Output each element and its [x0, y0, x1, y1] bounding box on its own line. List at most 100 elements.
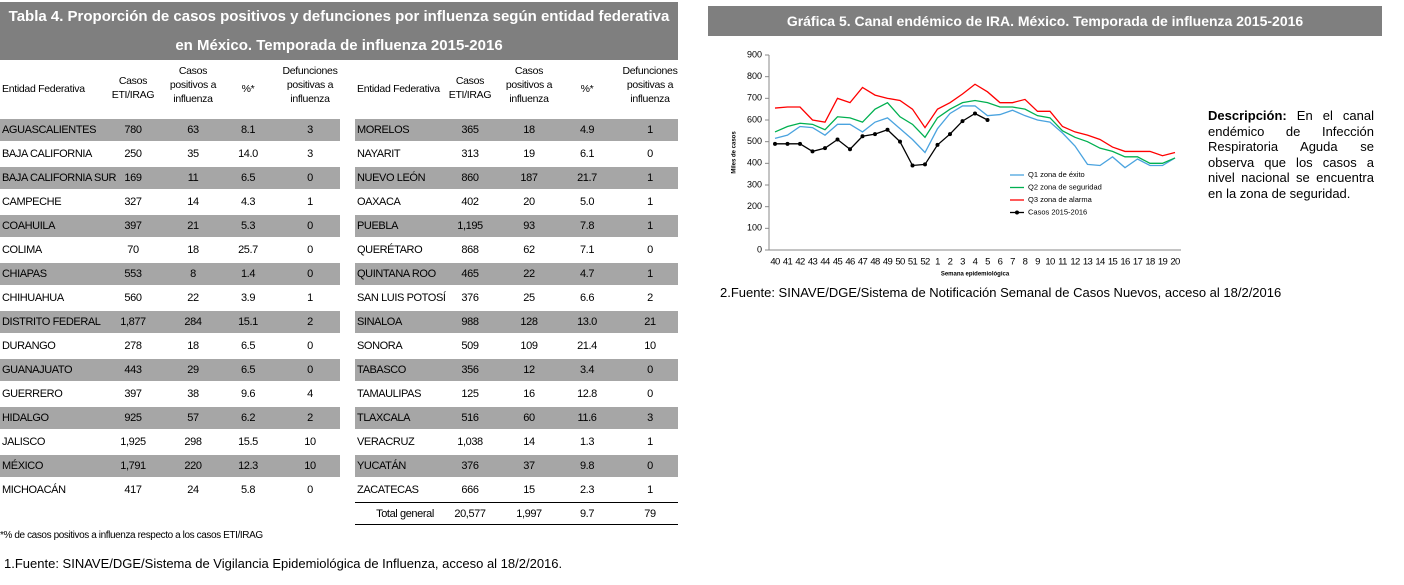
point: [810, 149, 815, 154]
point: [835, 137, 840, 142]
point: [798, 141, 802, 146]
total-rule: [355, 502, 678, 503]
table-cell: 2: [647, 292, 653, 304]
table-cell: 3.4: [579, 364, 595, 376]
table-cell: 169: [124, 172, 142, 184]
row-shade: [0, 407, 340, 429]
table-cell: 0: [307, 364, 313, 376]
y-tick-label: 400: [747, 158, 762, 168]
table-cell: 14.0: [238, 148, 258, 160]
table-cell: 2: [307, 412, 313, 424]
table-cell: 666: [461, 484, 479, 496]
x-tick-label: 15: [1108, 257, 1118, 268]
table-cell: 5.3: [240, 220, 256, 232]
row-label: TABASCO: [357, 364, 406, 376]
y-tick-label: 600: [747, 114, 762, 124]
table-cell: 0: [647, 460, 653, 472]
table-cell: 22: [187, 292, 199, 304]
table-cell: 1,195: [457, 220, 483, 232]
table-cell: 25.7: [238, 244, 258, 256]
row-shade: [0, 455, 340, 477]
total-cell: 1,997: [516, 508, 542, 520]
table-cell: 0: [647, 148, 653, 160]
table-cell: 6.1: [579, 148, 595, 160]
row-shade: [0, 215, 340, 237]
x-tick-label: 8: [1023, 257, 1028, 268]
row-shade: [355, 455, 678, 477]
x-tick-label: 44: [820, 257, 830, 268]
table-cell: 0: [307, 220, 313, 232]
table-cell: 509: [461, 340, 479, 352]
row-label: BAJA CALIFORNIA SUR: [2, 172, 117, 184]
table-cell: 1,791: [120, 460, 146, 472]
row-label: JALISCO: [2, 436, 46, 448]
x-tick-label: 20: [1170, 257, 1180, 268]
row-label: GUANAJUATO: [2, 364, 73, 376]
x-tick-label: 46: [845, 257, 855, 268]
table-cell: 0: [647, 364, 653, 376]
table-cell: 1,038: [457, 436, 483, 448]
table-cell: 3.9: [240, 292, 256, 304]
row-label: MICHOACÁN: [2, 484, 66, 496]
row-label: YUCATÁN: [357, 460, 406, 472]
row-shade: [355, 119, 678, 141]
table-cell: 15.5: [238, 436, 258, 448]
table-cell: 868: [461, 244, 479, 256]
table-cell: 397: [124, 388, 142, 400]
x-tick-label: 42: [795, 257, 805, 268]
table-cell: 376: [461, 460, 479, 472]
row-shade: [355, 167, 678, 189]
table-cell: 278: [124, 340, 142, 352]
legend-label: Q3 zona de alarma: [1028, 195, 1093, 204]
table-cell: 6.2: [240, 412, 256, 424]
table-cell: 3: [647, 412, 653, 424]
point: [848, 147, 852, 152]
table-cell: 553: [124, 268, 142, 280]
table-cell: 443: [124, 364, 142, 376]
table-cell: 6.5: [240, 340, 256, 352]
table-cell: 3: [307, 124, 313, 136]
table-cell: 5.0: [579, 196, 595, 208]
table-cell: 925: [124, 412, 142, 424]
x-tick-label: 19: [1158, 257, 1168, 268]
table-cell: 25: [523, 292, 535, 304]
point: [873, 132, 877, 137]
point: [923, 162, 927, 167]
row-label: CAMPECHE: [2, 196, 62, 208]
row-shade: [355, 407, 678, 429]
table-cell: 19: [523, 148, 535, 160]
x-tick-label: 11: [1058, 257, 1067, 268]
table-cell: 780: [124, 124, 142, 136]
y-tick-label: 800: [747, 71, 762, 81]
table-cell: 356: [461, 364, 479, 376]
row-label: HIDALGO: [2, 412, 49, 424]
series-line: [774, 99, 1176, 164]
table-cell: 109: [520, 340, 538, 352]
description: Descripción: En el canal endémico de Inf…: [1208, 108, 1374, 201]
row-shade: [355, 215, 678, 237]
table-cell: 298: [184, 436, 202, 448]
point: [785, 141, 790, 146]
table-cell: 1,925: [120, 436, 146, 448]
table-cell: 18: [187, 340, 199, 352]
table-cell: 5.8: [240, 484, 256, 496]
x-tick-label: 18: [1145, 257, 1155, 268]
table-cell: 22: [523, 268, 535, 280]
table-cell: 24: [187, 484, 199, 496]
table-cell: 3: [307, 148, 313, 160]
table-cell: 0: [307, 484, 313, 496]
row-label: QUINTANA ROO: [357, 268, 436, 280]
row-label: MÉXICO: [2, 460, 43, 472]
table-cell: 18: [187, 244, 199, 256]
table-cell: 10: [644, 340, 656, 352]
table-cell: 516: [461, 412, 479, 424]
x-tick-label: 4: [973, 257, 978, 268]
column-header: Casos positivos a influenza: [505, 65, 553, 105]
table-cell: 1: [307, 292, 313, 304]
table-cell: 560: [124, 292, 142, 304]
table-cell: 9.6: [240, 388, 256, 400]
table-cell: 35: [187, 148, 199, 160]
table-cell: 13.0: [577, 316, 597, 328]
table-cell: 18: [523, 124, 535, 136]
table-cell: 60: [523, 412, 535, 424]
